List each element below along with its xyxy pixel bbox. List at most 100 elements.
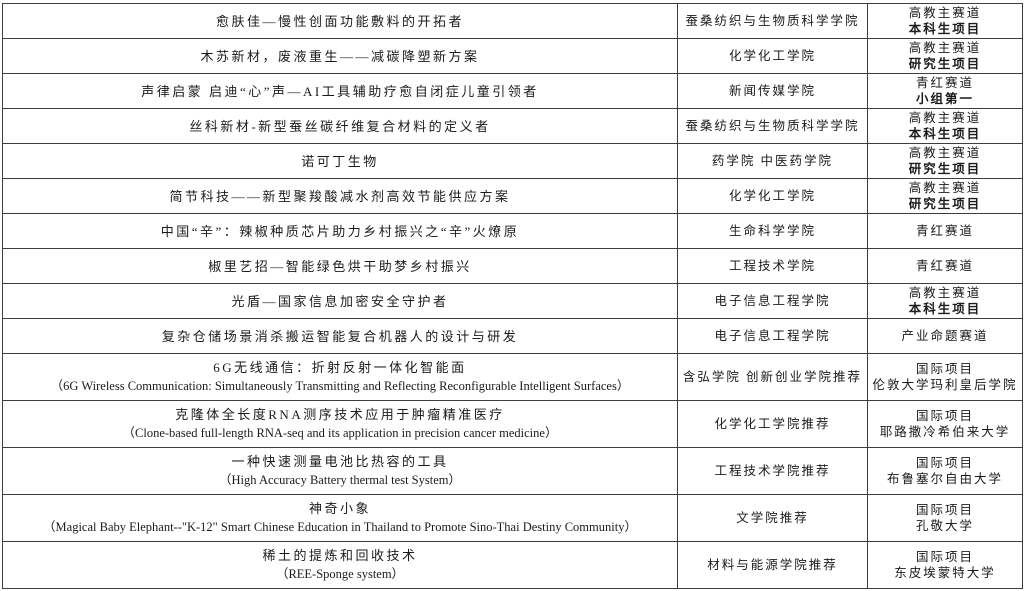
college-name: 电子信息工程学院 <box>714 293 831 308</box>
project-cell: 一种快速测量电池比热容的工具 （High Accuracy Battery the… <box>2 447 678 495</box>
track-line-1: 国际项目 <box>915 362 974 376</box>
project-cell: 中国“辛”：辣椒种质芯片助力乡村振兴之“辛”火燎原 <box>2 213 678 249</box>
college-cell: 电子信息工程学院 <box>677 318 868 354</box>
college-name: 蚕桑纺织与生物质科学学院 <box>685 118 860 133</box>
track-cell: 青红赛道 <box>867 248 1023 284</box>
college-cell: 药学院 中医药学院 <box>677 143 868 179</box>
project-name-zh: 克隆体全长度RNA测序技术应用于肿瘤精准医疗 <box>175 407 505 422</box>
college-cell: 电子信息工程学院 <box>677 283 868 319</box>
track-line-1: 青红赛道 <box>915 76 974 90</box>
track-cell: 青红赛道 <box>867 213 1023 249</box>
project-name-zh: 6G无线通信：折射反射一体化智能面 <box>213 360 467 375</box>
project-name-zh: 一种快速测量电池比热容的工具 <box>231 454 449 469</box>
college-name: 电子信息工程学院 <box>714 328 831 343</box>
college-name: 含弘学院 创新创业学院推荐 <box>682 369 863 384</box>
project-cell: 光盾—国家信息加密安全守护者 <box>2 283 678 319</box>
table-row: 木苏新材，废液重生——减碳降塑新方案 化学化工学院 高教主赛道研究生项目 <box>2 38 1023 74</box>
projects-table-body: 愈肤佳—慢性创面功能敷料的开拓者 蚕桑纺织与生物质科学学院 高教主赛道 本科生项目 木苏… <box>2 3 1023 589</box>
table-row: 中国“辛”：辣椒种质芯片助力乡村振兴之“辛”火燎原 生命科学学院 青红赛道 <box>2 213 1023 249</box>
project-cell: 神奇小象 （Magical Baby Elephant--"K-12" Smart… <box>2 494 678 542</box>
project-name-zh: 椒里艺招—智能绿色烘干助梦乡村振兴 <box>208 258 472 274</box>
track-line-2: 布鲁塞尔自由大学 <box>886 472 1003 486</box>
track-line-2: 研究生项目 <box>908 57 982 71</box>
track-line-2: 研究生项目 <box>908 162 982 176</box>
college-name: 蚕桑纺织与生物质科学学院 <box>685 13 860 28</box>
college-name: 化学化工学院推荐 <box>714 416 831 431</box>
table-row: 椒里艺招—智能绿色烘干助梦乡村振兴 工程技术学院 青红赛道 <box>2 248 1023 284</box>
track-line-1: 国际项目 <box>915 503 974 517</box>
project-name-en: （REE-Sponge system） <box>275 567 405 581</box>
track-line-1: 高教主赛道 <box>908 181 982 195</box>
college-cell: 工程技术学院 <box>677 248 868 284</box>
track-line-2: 小组第一 <box>915 92 974 106</box>
project-cell: 克隆体全长度RNA测序技术应用于肿瘤精准医疗 （Clone-based full-… <box>2 400 678 448</box>
project-name-zh: 愈肤佳—慢性创面功能敷料的开拓者 <box>215 13 464 29</box>
table-row: 克隆体全长度RNA测序技术应用于肿瘤精准医疗 （Clone-based full-… <box>2 400 1023 448</box>
college-name: 工程技术学院 <box>728 258 816 273</box>
track-cell: 产业命题赛道 <box>867 318 1023 354</box>
college-cell: 文学院推荐 <box>677 494 868 542</box>
track-line-1: 国际项目 <box>915 409 974 423</box>
table-row: 简节科技——新型聚羧酸减水剂高效节能供应方案 化学化工学院 高教主赛道 研究生项目 <box>2 178 1023 214</box>
table-row: 稀土的提炼和回收技术 （REE-Sponge system） 材料与能源学院推荐 国际… <box>2 541 1023 589</box>
track-line-2: 东皮埃蒙特大学 <box>894 566 996 580</box>
college-cell: 材料与能源学院推荐 <box>677 541 868 589</box>
track-cell: 高教主赛道本科生项目 <box>867 108 1023 144</box>
college-cell: 化学化工学院 <box>677 38 868 74</box>
college-name: 新闻传媒学院 <box>728 83 816 98</box>
project-name-zh: 复杂仓储场景消杀搬运智能复合机器人的设计与研发 <box>161 328 519 344</box>
track-cell: 国际项目东皮埃蒙特大学 <box>867 541 1023 589</box>
college-cell: 工程技术学院推荐 <box>677 447 868 495</box>
projects-table: 愈肤佳—慢性创面功能敷料的开拓者 蚕桑纺织与生物质科学学院 高教主赛道 本科生项目 木苏… <box>2 3 1023 589</box>
college-cell: 含弘学院 创新创业学院推荐 <box>677 353 868 401</box>
project-name-en: （High Accuracy Battery thermal test Syst… <box>219 473 461 487</box>
project-name-en: （Magical Baby Elephant--"K-12" Smart Chi… <box>43 520 637 534</box>
track-line-1: 高教主赛道 <box>908 146 982 160</box>
track-line-2: 孔敬大学 <box>915 519 974 533</box>
college-cell: 新闻传媒学院 <box>677 73 868 109</box>
project-cell: 声律启蒙 启迪“心”声—AI工具辅助疗愈自闭症儿童引领者 <box>2 73 678 109</box>
project-cell: 愈肤佳—慢性创面功能敷料的开拓者 <box>2 3 678 39</box>
table-row: 6G无线通信：折射反射一体化智能面 （6G Wireless Communicat… <box>2 353 1023 401</box>
track-cell: 高教主赛道研究生项目 <box>867 143 1023 179</box>
project-cell: 6G无线通信：折射反射一体化智能面 （6G Wireless Communicat… <box>2 353 678 401</box>
table-row: 一种快速测量电池比热容的工具 （High Accuracy Battery the… <box>2 447 1023 495</box>
track-line-1: 青红赛道 <box>915 224 974 238</box>
project-name-zh: 稀土的提炼和回收技术 <box>262 548 418 563</box>
project-name-zh: 中国“辛”：辣椒种质芯片助力乡村振兴之“辛”火燎原 <box>160 223 520 239</box>
track-cell: 高教主赛道 本科生项目 <box>867 283 1023 319</box>
project-name-zh: 丝科新材-新型蚕丝碳纤维复合材料的定义者 <box>189 118 491 134</box>
track-line-1: 高教主赛道 <box>908 6 982 20</box>
table-row: 愈肤佳—慢性创面功能敷料的开拓者 蚕桑纺织与生物质科学学院 高教主赛道 本科生项目 <box>2 3 1023 39</box>
project-name-en: （6G Wireless Communication: Simultaneous… <box>50 379 630 393</box>
project-name-zh: 简节科技——新型聚羧酸减水剂高效节能供应方案 <box>169 188 511 204</box>
track-line-1: 高教主赛道 <box>908 111 982 125</box>
college-name: 生命科学学院 <box>728 223 816 238</box>
college-name: 化学化工学院 <box>728 48 816 63</box>
table-row: 光盾—国家信息加密安全守护者 电子信息工程学院 高教主赛道 本科生项目 <box>2 283 1023 319</box>
track-line-1: 国际项目 <box>915 550 974 564</box>
projects-table-container: 愈肤佳—慢性创面功能敷料的开拓者 蚕桑纺织与生物质科学学院 高教主赛道 本科生项目 木苏… <box>2 3 1023 589</box>
track-cell: 国际项目 孔敬大学 <box>867 494 1023 542</box>
track-cell: 高教主赛道 研究生项目 <box>867 178 1023 214</box>
college-cell: 蚕桑纺织与生物质科学学院 <box>677 108 868 144</box>
track-cell: 国际项目耶路撒冷希伯来大学 <box>867 400 1023 448</box>
project-name-zh: 木苏新材，废液重生——减碳降塑新方案 <box>200 48 480 64</box>
project-cell: 丝科新材-新型蚕丝碳纤维复合材料的定义者 <box>2 108 678 144</box>
project-name-zh: 诺可丁生物 <box>301 153 379 169</box>
track-line-2: 伦敦大学玛利皇后学院 <box>872 378 1018 392</box>
track-cell: 高教主赛道 本科生项目 <box>867 3 1023 39</box>
track-line-1: 产业命题赛道 <box>901 329 989 343</box>
college-cell: 化学化工学院推荐 <box>677 400 868 448</box>
track-line-2: 本科生项目 <box>908 127 982 141</box>
track-line-2: 本科生项目 <box>908 302 982 316</box>
track-line-1: 高教主赛道 <box>908 41 982 55</box>
project-cell: 简节科技——新型聚羧酸减水剂高效节能供应方案 <box>2 178 678 214</box>
college-cell: 蚕桑纺织与生物质科学学院 <box>677 3 868 39</box>
college-name: 工程技术学院推荐 <box>714 463 831 478</box>
project-name-zh: 神奇小象 <box>308 501 371 516</box>
track-cell: 青红赛道 小组第一 <box>867 73 1023 109</box>
track-line-2: 耶路撒冷希伯来大学 <box>879 425 1011 439</box>
college-name: 文学院推荐 <box>736 510 809 525</box>
table-row: 声律启蒙 启迪“心”声—AI工具辅助疗愈自闭症儿童引领者 新闻传媒学院 青红赛道小组… <box>2 73 1023 109</box>
